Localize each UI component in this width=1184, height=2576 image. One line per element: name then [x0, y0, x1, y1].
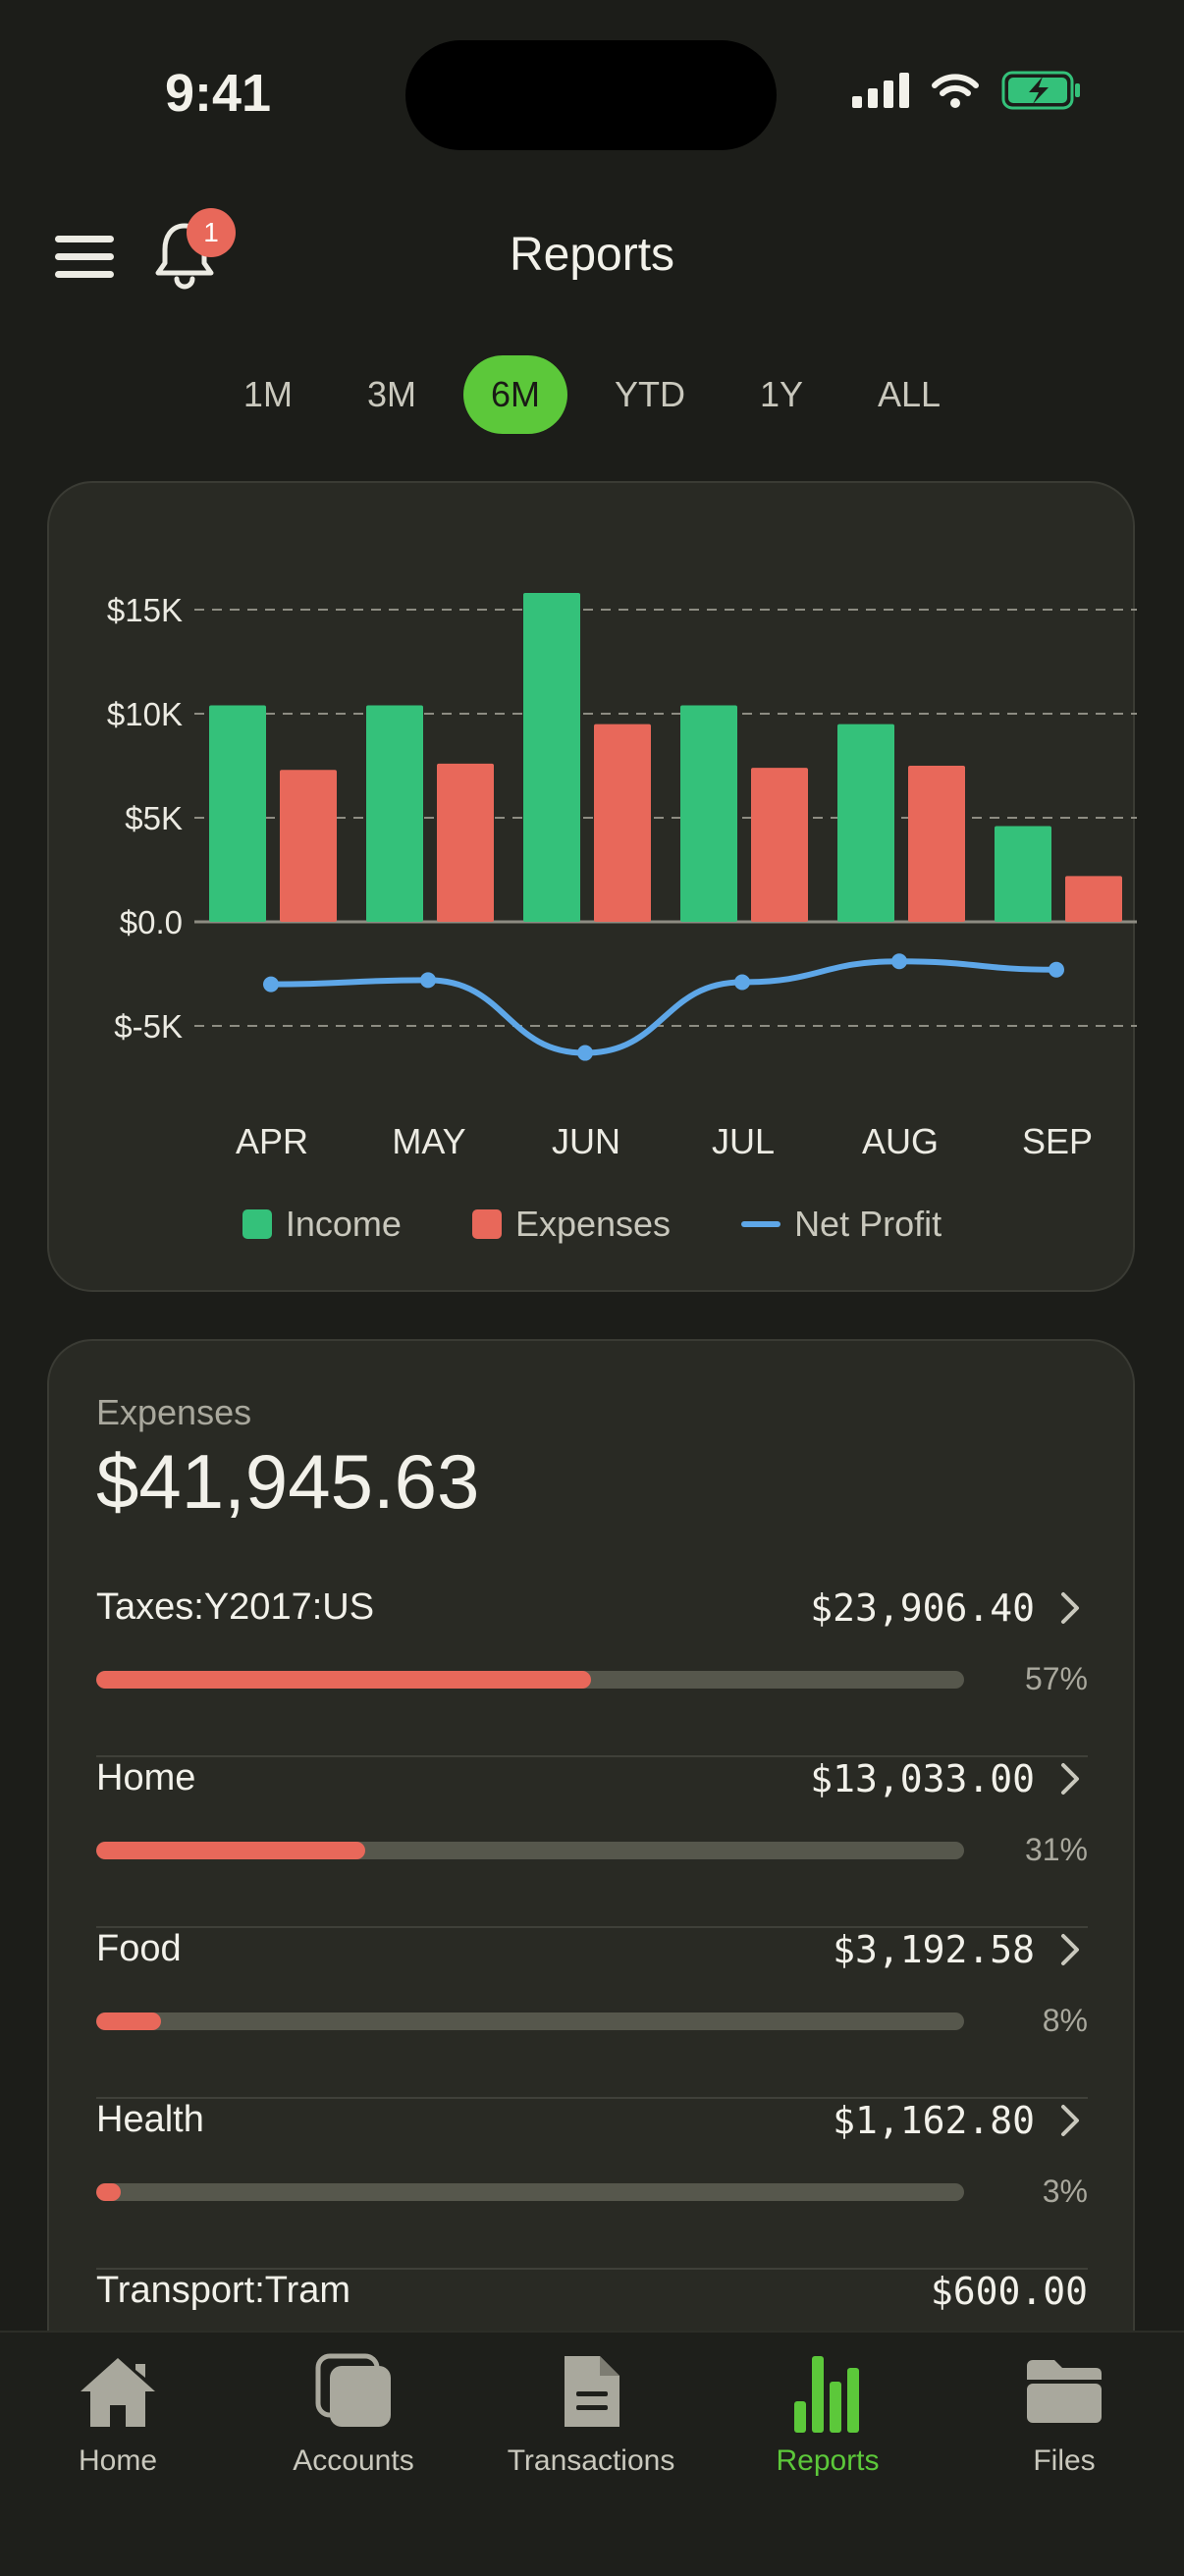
y-tick-label: $5K	[125, 800, 183, 836]
bar-chart-icon	[794, 2356, 859, 2433]
expenses-swatch	[471, 1209, 502, 1239]
range-ytd[interactable]: YTD	[614, 374, 685, 414]
expense-percent: 8%	[1042, 2003, 1088, 2038]
divider	[96, 1755, 1088, 1757]
expense-amount: $600.00	[930, 2270, 1088, 2313]
expense-progress-fill	[96, 2183, 121, 2201]
status-icons	[852, 71, 1082, 110]
range-3m[interactable]: 3M	[366, 374, 416, 414]
tab-accounts-label: Accounts	[293, 2444, 414, 2477]
divider	[96, 2097, 1088, 2099]
wifi-icon	[932, 74, 979, 108]
expense-percent: 3%	[1042, 2174, 1088, 2209]
tab-reports-label: Reports	[776, 2444, 880, 2477]
expenses-label: Expenses	[96, 1392, 252, 1432]
expense-row[interactable]: Transport:Tram $600.00	[96, 2270, 1088, 2441]
expenses-total: $41,945.63	[96, 1438, 480, 1525]
expense-name: Food	[96, 1928, 182, 1969]
income-swatch	[242, 1209, 272, 1239]
expense-name: Taxes:Y2017:US	[96, 1586, 375, 1628]
folder-icon	[1027, 2360, 1102, 2423]
legend-expenses: Expenses	[471, 1204, 672, 1245]
y-tick-label: $-5K	[114, 1008, 183, 1045]
y-tick-label: $15K	[106, 592, 183, 628]
chevron-right-icon	[1061, 2105, 1079, 2136]
expense-progress-track	[96, 1842, 964, 1859]
divider	[96, 2268, 1088, 2270]
menu-button[interactable]	[55, 236, 114, 279]
expense-name: Home	[96, 1757, 196, 1798]
expense-progress-fill	[96, 2012, 162, 2030]
legend-income: Income	[242, 1204, 402, 1245]
expense-amount: $3,192.58	[833, 1928, 1035, 1971]
expense-name: Health	[96, 2099, 204, 2140]
expense-progress-fill	[96, 1842, 366, 1859]
expense-progress-fill	[96, 1671, 591, 1689]
expense-percent: 31%	[1024, 1832, 1088, 1867]
chart-card	[47, 481, 1135, 1292]
x-tick-label: AUG	[861, 1121, 939, 1161]
x-tick-label: JUL	[711, 1121, 776, 1161]
range-1y[interactable]: 1Y	[759, 374, 804, 414]
expense-amount: $23,906.40	[810, 1586, 1035, 1630]
accounts-icon	[315, 2353, 391, 2427]
divider	[96, 1926, 1088, 1928]
y-tick-label: $0.0	[119, 904, 183, 940]
range-6m[interactable]: 6M	[462, 355, 567, 434]
x-tick-label: MAY	[392, 1121, 466, 1161]
tab-bar: Home Accounts Transactions Reports F	[0, 2331, 1184, 2576]
signal-icon	[852, 73, 909, 108]
expenses-card	[47, 1339, 1135, 2419]
notification-badge: 1	[187, 208, 236, 257]
expense-progress-track	[96, 2183, 964, 2201]
net-profit-swatch	[741, 1221, 781, 1227]
y-tick-label: $10K	[106, 696, 183, 732]
range-all[interactable]: ALL	[878, 374, 942, 414]
x-tick-label: APR	[235, 1121, 309, 1161]
expense-row[interactable]: Taxes:Y2017:US $23,906.40 57%	[96, 1586, 1088, 1757]
dynamic-island	[405, 40, 777, 150]
menu-icon	[55, 236, 114, 242]
home-icon	[81, 2358, 155, 2427]
x-tick-label: SEP	[1021, 1121, 1094, 1161]
chart-legend: Income Expenses Net Profit	[0, 1204, 1184, 1245]
chevron-right-icon	[1061, 1592, 1079, 1624]
expense-progress-track	[96, 2012, 964, 2030]
status-time: 9:41	[165, 64, 272, 123]
expense-row[interactable]: Home $13,033.00 31%	[96, 1757, 1088, 1928]
legend-net-profit: Net Profit	[741, 1204, 942, 1245]
chevron-right-icon	[1061, 1763, 1079, 1795]
expense-name: Transport:Tram	[96, 2270, 351, 2311]
tab-home-label: Home	[78, 2444, 158, 2477]
expense-progress-track	[96, 1671, 964, 1689]
expense-percent: 57%	[1024, 1661, 1088, 1696]
battery-icon	[1001, 71, 1080, 110]
expense-row[interactable]: Health $1,162.80 3%	[96, 2099, 1088, 2270]
expense-amount: $1,162.80	[833, 2099, 1035, 2142]
document-icon	[565, 2356, 619, 2427]
tab-transactions-label: Transactions	[507, 2444, 675, 2477]
expense-amount: $13,033.00	[810, 1757, 1035, 1800]
range-1m[interactable]: 1M	[242, 374, 293, 414]
legend-expenses-label: Expenses	[514, 1204, 672, 1244]
range-selector: 1M 3M 6M YTD 1Y ALL	[0, 355, 1184, 434]
legend-income-label: Income	[285, 1204, 402, 1244]
page-title: Reports	[509, 229, 675, 281]
tab-files-label: Files	[1033, 2444, 1096, 2477]
chevron-right-icon	[1061, 1934, 1079, 1965]
x-tick-label: JUN	[552, 1121, 620, 1161]
expense-row[interactable]: Food $3,192.58 8%	[96, 1928, 1088, 2099]
legend-net-profit-label: Net Profit	[794, 1204, 942, 1244]
